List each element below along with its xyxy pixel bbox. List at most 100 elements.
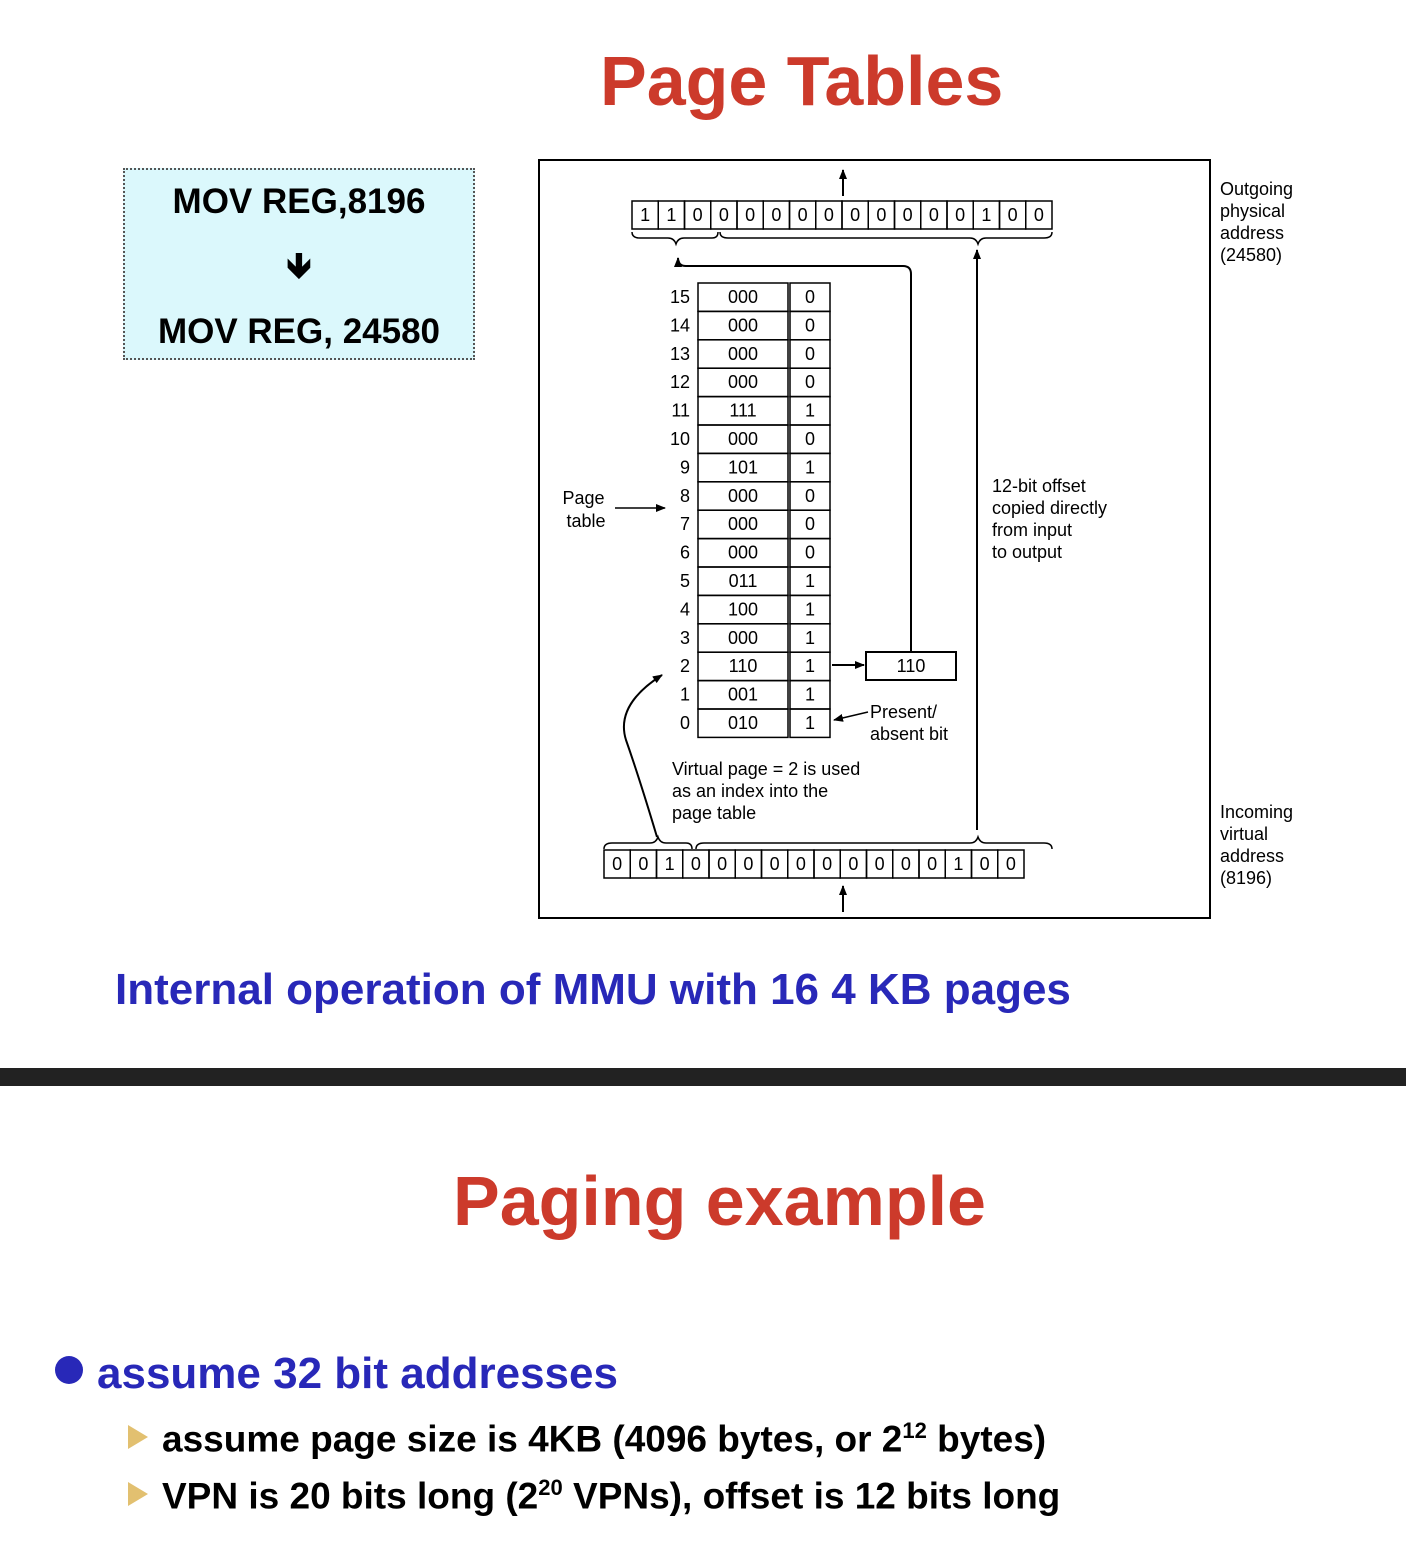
page-table-frame: 000 xyxy=(728,287,758,307)
outgoing-bit-value: 0 xyxy=(693,205,703,225)
outgoing-address-label: Outgoing physical address (24580) xyxy=(1220,179,1298,265)
page-table-present: 0 xyxy=(805,429,815,449)
outgoing-bit-value: 1 xyxy=(981,205,991,225)
down-arrow-icon: 🡻 xyxy=(286,246,312,285)
page-table-frame: 100 xyxy=(728,599,758,619)
page-table-frame: 011 xyxy=(729,571,758,591)
diagram-frame xyxy=(538,159,1211,919)
incoming-bit-cell xyxy=(997,849,1025,879)
page-table-present: 0 xyxy=(805,543,815,563)
page-table-index: 4 xyxy=(680,599,690,619)
page-table-index: 6 xyxy=(680,543,690,563)
page-table-present: 1 xyxy=(805,599,815,619)
incoming-bit-value: 0 xyxy=(691,854,701,874)
incoming-address-label: Incoming virtual address (8196) xyxy=(1220,802,1298,888)
page-table-index: 2 xyxy=(680,656,690,676)
outgoing-offset-brace xyxy=(719,231,1053,247)
outgoing-bit-value: 0 xyxy=(1034,205,1044,225)
bullet-sub-page-size: assume page size is 4KB (4096 bytes, or … xyxy=(128,1420,1046,1457)
incoming-bit-value: 0 xyxy=(901,854,911,874)
mov-physical-instruction: MOV REG, 24580 xyxy=(157,312,441,351)
incoming-bit-value: 0 xyxy=(822,854,832,874)
page-table-index: 10 xyxy=(670,429,690,449)
mov-instruction-box: MOV REG,8196 🡻 MOV REG, 24580 xyxy=(123,168,475,360)
incoming-bit-value: 0 xyxy=(770,854,780,874)
page-table-frame: 000 xyxy=(728,628,758,648)
present-absent-label: Present/ absent bit xyxy=(870,702,948,744)
triangle-bullet-icon xyxy=(128,1425,148,1450)
page-table-frame: 000 xyxy=(728,344,758,364)
page-table-frame: 000 xyxy=(728,543,758,563)
outgoing-bit-value: 0 xyxy=(1008,205,1018,225)
page-table-present: 1 xyxy=(805,457,815,477)
page-table-frame: 000 xyxy=(728,429,758,449)
frame-copy-arrow xyxy=(674,257,912,651)
incoming-bit-value: 1 xyxy=(953,854,963,874)
bullet-sub-vpn: VPN is 20 bits long (220 VPNs), offset i… xyxy=(128,1477,1060,1514)
incoming-bit-value: 0 xyxy=(875,854,885,874)
incoming-bit-value: 0 xyxy=(717,854,727,874)
page-table-index: 11 xyxy=(671,401,690,421)
outgoing-bit-value: 0 xyxy=(824,205,834,225)
incoming-bit-value: 0 xyxy=(612,854,622,874)
page-table-present: 1 xyxy=(805,628,815,648)
page-table-present: 1 xyxy=(805,685,815,705)
sub2-text-end: VPNs), offset is 12 bits long xyxy=(562,1475,1061,1517)
bullet-main: assume 32 bit addresses xyxy=(55,1352,618,1396)
page-table-frame: 000 xyxy=(728,486,758,506)
page-table-index: 15 xyxy=(670,287,690,307)
outgoing-bit-value: 0 xyxy=(929,205,939,225)
page-table-index: 1 xyxy=(680,685,690,705)
page-table-frame: 000 xyxy=(728,372,758,392)
page-table-frame: 101 xyxy=(728,457,758,477)
page-table-frame: 001 xyxy=(728,685,758,705)
page-table-label: Page table xyxy=(562,488,609,531)
sub2-text: VPN is 20 bits long (2 xyxy=(162,1475,539,1517)
page-table-present: 1 xyxy=(805,713,815,733)
page-table-index: 3 xyxy=(680,628,690,648)
page-table-present: 0 xyxy=(805,287,815,307)
incoming-bit-value: 1 xyxy=(665,854,675,874)
bullet-dot-icon xyxy=(55,1356,83,1384)
outgoing-bit-value: 0 xyxy=(876,205,886,225)
page-table-index: 0 xyxy=(680,713,690,733)
page-table-present: 0 xyxy=(805,514,815,534)
outgoing-bit-value: 0 xyxy=(771,205,781,225)
mov-virtual-instruction: MOV REG,8196 xyxy=(172,182,426,221)
sub2-exponent: 20 xyxy=(538,1475,563,1500)
page-table-present: 1 xyxy=(805,401,815,421)
page-table-index: 5 xyxy=(680,571,690,591)
virtual-page-label: Virtual page = 2 is used as an index int… xyxy=(672,759,865,823)
outgoing-bit-value: 0 xyxy=(719,205,729,225)
page-table-index: 13 xyxy=(670,344,690,364)
sub1-text-end: bytes) xyxy=(926,1418,1047,1460)
offset-label: 12-bit offset copied directly from input… xyxy=(992,476,1112,562)
incoming-bit-value: 0 xyxy=(796,854,806,874)
incoming-offset-brace xyxy=(695,834,1053,850)
page-table-frame: 010 xyxy=(728,713,758,733)
page-table-present: 0 xyxy=(805,372,815,392)
outgoing-bit-cell xyxy=(1025,200,1053,230)
page-table-index: 8 xyxy=(680,486,690,506)
page-table-present: 0 xyxy=(805,344,815,364)
outgoing-bit-value: 1 xyxy=(640,205,650,225)
selected-frame-value: 110 xyxy=(897,656,926,676)
page-table-frame: 000 xyxy=(728,514,758,534)
triangle-bullet-icon xyxy=(128,1482,148,1507)
page-table: 15 000 014 000 013 000 012 000 011 111 110 000 09 101… xyxy=(670,282,831,739)
sub1-exponent: 12 xyxy=(902,1418,927,1443)
page-table-present: 1 xyxy=(805,656,815,676)
page-table-frame-cell xyxy=(697,708,789,739)
incoming-page-brace xyxy=(603,834,693,850)
page-table-index: 12 xyxy=(670,372,690,392)
incoming-bit-value: 0 xyxy=(743,854,753,874)
outgoing-bit-value: 0 xyxy=(955,205,965,225)
sub1-text: assume page size is 4KB (4096 bytes, or … xyxy=(162,1418,903,1460)
selected-frame-box xyxy=(865,651,957,681)
outgoing-bit-value: 0 xyxy=(903,205,913,225)
page-tables-title: Page Tables xyxy=(600,42,1004,120)
page-table-present: 0 xyxy=(805,315,815,335)
page-table-index: 9 xyxy=(680,457,690,477)
